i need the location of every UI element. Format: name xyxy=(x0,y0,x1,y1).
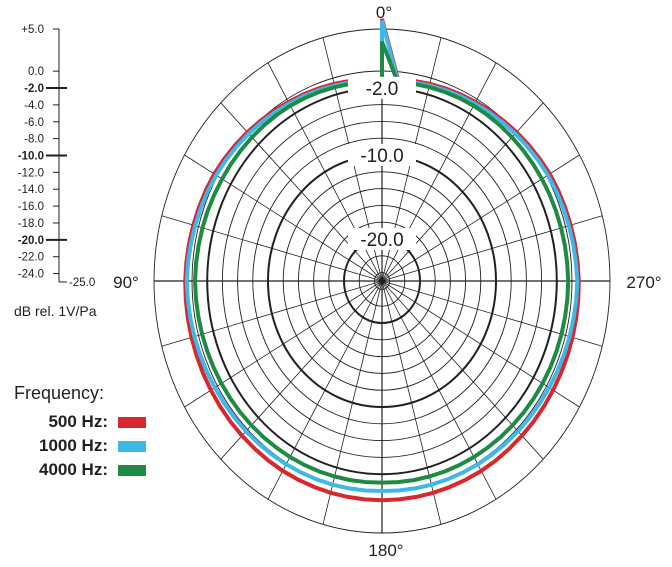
grid-ring xyxy=(237,120,527,442)
radial-label: -2.0 xyxy=(366,79,399,100)
legend-item-1000hz: 1000 Hz: xyxy=(14,436,146,460)
unit-label: dB rel. 1V/Pa xyxy=(14,303,97,319)
series-line-2 xyxy=(192,40,571,485)
legend-title: Frequency: xyxy=(14,383,105,403)
radial-label-bg xyxy=(348,76,416,99)
legend-swatch xyxy=(118,465,146,476)
grid-ring xyxy=(297,188,467,374)
angle-label: 0° xyxy=(376,3,392,22)
radial-label-bg xyxy=(348,144,416,166)
radial-label: -20.0 xyxy=(360,230,403,251)
legend-swatch xyxy=(118,417,146,428)
grid-ring xyxy=(252,137,512,425)
scale-tick-label: -24.0 xyxy=(18,269,44,281)
legend: Frequency: 500 Hz: 1000 Hz: 4000 Hz: xyxy=(14,383,146,484)
legend-swatch xyxy=(118,441,146,452)
legend-label: 1000 Hz: xyxy=(39,436,108,455)
scale-tick-label: -22.0 xyxy=(18,252,44,264)
scale-tick-label: -18.0 xyxy=(18,218,44,230)
angle-label: 180° xyxy=(368,541,403,560)
scale-tick-label: 0.0 xyxy=(28,66,44,78)
legend-label: 500 Hz: xyxy=(48,412,108,431)
scale-tick-label: -14.0 xyxy=(18,184,44,196)
series-line-1 xyxy=(184,20,580,494)
radial-label: -10.0 xyxy=(360,146,403,167)
scale-tick-label: -20.0 xyxy=(18,235,44,247)
grid-ring xyxy=(313,204,451,358)
scale-tick-label: -2.0 xyxy=(24,83,44,95)
angle-label: 270° xyxy=(626,273,661,292)
scale-tick-label: -8.0 xyxy=(24,134,44,146)
scale-tick-label: -6.0 xyxy=(24,117,44,129)
scale-tick-label: -16.0 xyxy=(18,201,44,213)
scale-tick-label: -10.0 xyxy=(18,151,44,163)
scale-tick-label: -25.0 xyxy=(69,277,95,289)
grid-ring xyxy=(328,221,436,341)
scale-tick-label: -12.0 xyxy=(18,167,44,179)
radial-label-bg xyxy=(348,228,416,250)
legend-item-4000hz: 4000 Hz: xyxy=(14,460,146,484)
legend-item-500hz: 500 Hz: xyxy=(14,412,146,436)
scale-tick-label: +5.0 xyxy=(21,24,44,36)
grid-ring xyxy=(373,272,391,290)
grid-ring xyxy=(221,104,543,458)
series-line-0 xyxy=(183,18,581,503)
scale-tick-label: -4.0 xyxy=(24,100,44,112)
angle-label: 90° xyxy=(113,273,139,292)
legend-label: 4000 Hz: xyxy=(39,460,108,479)
grid-ring xyxy=(358,255,406,307)
grid-ring xyxy=(282,171,482,391)
